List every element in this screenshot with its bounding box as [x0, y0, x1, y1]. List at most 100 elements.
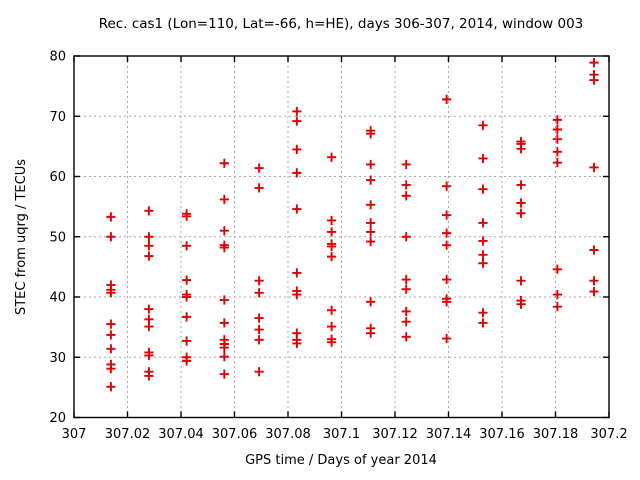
- data-point-marker: [106, 319, 116, 329]
- data-point-marker: [589, 58, 599, 68]
- y-tick-label: 50: [49, 230, 66, 245]
- data-point-marker: [366, 328, 376, 338]
- data-point-marker: [478, 153, 488, 164]
- x-tick-label: 307.2: [590, 427, 627, 442]
- data-point-marker: [442, 94, 452, 104]
- data-point-marker: [401, 274, 411, 285]
- data-point-marker: [106, 212, 116, 222]
- y-axis-label: STEC from uqrg / TECUs: [14, 159, 29, 315]
- data-point-marker: [292, 338, 302, 348]
- data-point-marker: [366, 129, 376, 139]
- x-tick-label: 307.02: [105, 427, 151, 442]
- data-points: [106, 58, 599, 392]
- x-tick-label: 307.1: [323, 427, 360, 442]
- x-tick-label: 307.04: [158, 427, 204, 442]
- data-point-marker: [552, 289, 562, 300]
- data-point-marker: [516, 276, 526, 286]
- data-point-marker: [516, 208, 526, 218]
- x-tick-label: 307.16: [479, 427, 525, 442]
- data-point-marker: [106, 330, 116, 340]
- data-point-marker: [478, 250, 488, 260]
- data-point-marker: [219, 318, 229, 328]
- grid-lines: [74, 56, 609, 418]
- data-point-marker: [106, 344, 116, 354]
- data-point-marker: [552, 158, 562, 168]
- data-point-marker: [219, 158, 229, 168]
- data-point-marker: [182, 336, 192, 346]
- data-point-marker: [327, 252, 337, 262]
- data-point-marker: [144, 304, 154, 314]
- data-point-marker: [401, 332, 411, 342]
- data-point-marker: [219, 226, 229, 236]
- data-point-marker: [478, 308, 488, 318]
- data-point-marker: [254, 163, 264, 173]
- data-point-marker: [327, 152, 337, 162]
- data-point-marker: [144, 232, 154, 242]
- plot-frame: [73, 55, 610, 419]
- data-point-marker: [254, 335, 264, 345]
- data-point-marker: [478, 218, 488, 228]
- data-point-marker: [106, 382, 116, 392]
- data-point-marker: [516, 198, 526, 208]
- data-point-marker: [552, 302, 562, 312]
- data-point-marker: [292, 289, 302, 300]
- data-point-marker: [182, 356, 192, 366]
- data-point-marker: [292, 268, 302, 278]
- x-tick-label: 307.14: [426, 427, 472, 442]
- data-point-marker: [552, 134, 562, 144]
- data-point-marker: [552, 147, 562, 157]
- data-point-marker: [182, 275, 192, 285]
- data-point-marker: [219, 242, 229, 253]
- data-point-marker: [589, 276, 599, 286]
- y-tick-label: 40: [49, 291, 66, 306]
- data-point-marker: [366, 200, 376, 210]
- data-point-marker: [219, 352, 229, 362]
- data-point-marker: [219, 295, 229, 305]
- data-point-marker: [366, 218, 376, 228]
- data-point-marker: [182, 312, 192, 322]
- data-point-marker: [442, 228, 452, 238]
- data-point-marker: [327, 227, 337, 237]
- data-point-marker: [366, 236, 376, 247]
- data-point-marker: [327, 337, 337, 347]
- data-point-marker: [327, 215, 337, 226]
- data-point-marker: [182, 241, 192, 251]
- data-point-marker: [516, 299, 526, 309]
- data-point-marker: [442, 210, 452, 220]
- y-tick-label: 80: [49, 50, 66, 65]
- x-tick-label: 307.18: [533, 427, 579, 442]
- data-point-marker: [442, 274, 452, 285]
- data-point-marker: [589, 245, 599, 255]
- data-point-marker: [366, 159, 376, 170]
- data-point-marker: [292, 144, 302, 154]
- data-point-marker: [589, 286, 599, 297]
- data-point-marker: [366, 227, 376, 237]
- data-point-marker: [401, 306, 411, 317]
- data-point-marker: [106, 288, 116, 298]
- data-point-marker: [516, 144, 526, 154]
- y-tick-label: 60: [49, 170, 66, 185]
- data-point-marker: [478, 184, 488, 194]
- data-point-marker: [182, 211, 192, 221]
- chart-title: Rec. cas1 (Lon=110, Lat=-66, h=HE), days…: [99, 16, 584, 32]
- data-point-marker: [401, 284, 411, 294]
- data-point-marker: [516, 180, 526, 190]
- data-point-marker: [401, 232, 411, 242]
- data-point-marker: [366, 297, 376, 307]
- data-point-marker: [589, 75, 599, 85]
- data-point-marker: [552, 115, 562, 125]
- data-point-marker: [327, 321, 337, 332]
- data-point-marker: [478, 120, 488, 130]
- x-axis-label: GPS time / Days of year 2014: [245, 453, 437, 468]
- data-point-marker: [254, 367, 264, 377]
- data-point-marker: [366, 175, 376, 185]
- y-tick-label: 20: [49, 411, 66, 426]
- data-point-marker: [106, 232, 116, 242]
- data-point-marker: [144, 251, 154, 261]
- data-point-marker: [327, 241, 337, 251]
- data-point-marker: [254, 288, 264, 298]
- data-point-marker: [106, 364, 116, 374]
- data-point-marker: [327, 305, 337, 315]
